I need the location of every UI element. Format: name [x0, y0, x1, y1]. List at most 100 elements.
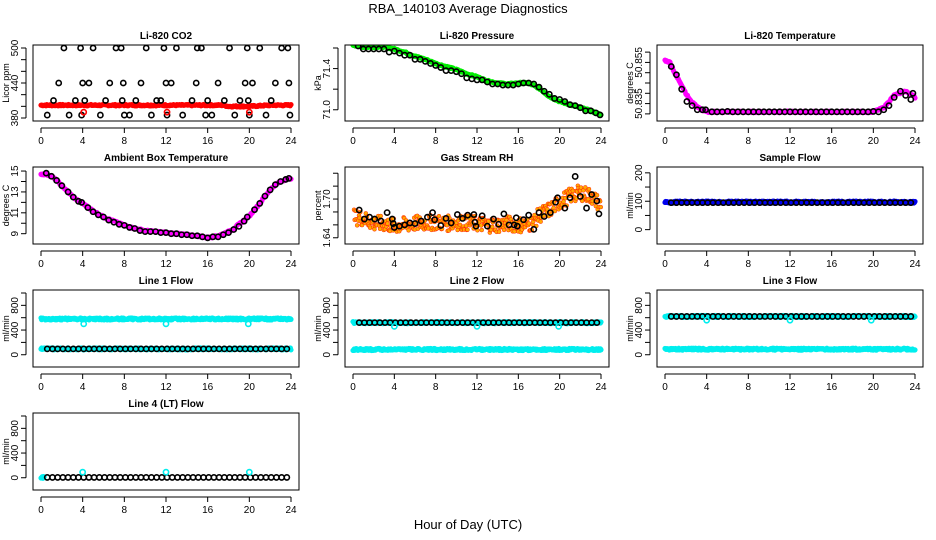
y-tick-label: 71.4	[322, 58, 333, 78]
average-point	[530, 225, 538, 233]
x-tick-label: 8	[122, 136, 128, 147]
panel-title: Line 3 Flow	[763, 276, 818, 287]
average-point	[500, 210, 508, 218]
y-tick-label: 11	[10, 207, 21, 218]
average-point	[283, 345, 291, 353]
average-point	[453, 211, 461, 218]
average-point	[554, 194, 561, 202]
plot-area	[662, 198, 918, 207]
average-point	[576, 104, 584, 112]
x-tick-label: 12	[160, 259, 172, 270]
y-tick-label: 9	[10, 230, 21, 236]
average-point	[478, 212, 486, 220]
plot-frame	[656, 166, 924, 245]
average-point	[230, 226, 238, 233]
average-point	[463, 74, 471, 82]
average-point	[907, 96, 915, 103]
x-tick-label: 24	[285, 136, 297, 147]
average-point	[208, 111, 216, 119]
raw-point	[378, 213, 383, 219]
y-axis-label: ml/min	[1, 315, 11, 342]
raw-point	[385, 221, 390, 226]
average-point	[271, 79, 279, 87]
x-tick-label: 0	[350, 259, 356, 270]
x-tick-label: 0	[350, 136, 356, 147]
average-point	[198, 45, 205, 52]
plot-frame	[344, 289, 610, 368]
x-tick-label: 4	[80, 382, 86, 393]
average-point	[423, 213, 431, 221]
average-point	[261, 192, 269, 200]
x-tick-label: 24	[595, 136, 607, 147]
y-tick-label: 380	[10, 109, 21, 126]
average-point	[226, 45, 233, 52]
average-point	[132, 97, 140, 104]
average-point	[470, 211, 478, 218]
average-point	[495, 220, 503, 228]
average-point	[286, 111, 294, 119]
average-point	[561, 98, 569, 105]
average-point	[42, 169, 50, 177]
average-point	[53, 177, 61, 184]
panel-title: Line 2 Flow	[450, 276, 505, 287]
y-axis-label: ml/min	[313, 315, 323, 342]
average-point	[163, 111, 171, 119]
x-tick-label: 20	[554, 382, 566, 393]
average-point	[383, 209, 391, 216]
x-tick-label: 4	[392, 382, 398, 393]
y-axis-label: ml/min	[625, 192, 635, 219]
plot-area	[350, 45, 604, 119]
y-axis-label: kPa	[313, 75, 323, 91]
average-point	[540, 213, 548, 220]
panel-title: Li-820 CO2	[140, 31, 193, 42]
average-point	[214, 79, 222, 87]
average-point	[380, 45, 388, 53]
average-point	[79, 79, 87, 87]
average-point	[417, 217, 425, 225]
x-tick-label: 16	[202, 259, 214, 270]
average-point	[471, 218, 479, 226]
average-point	[282, 175, 290, 183]
average-point	[236, 97, 244, 104]
plot-area	[662, 312, 918, 353]
average-point	[458, 70, 465, 78]
average-point	[64, 188, 72, 196]
panel-title: Sample Flow	[759, 153, 820, 164]
average-point	[153, 97, 161, 104]
average-point	[897, 87, 904, 95]
x-tick-label: 0	[662, 259, 668, 270]
average-point	[459, 215, 466, 222]
average-point	[890, 94, 898, 101]
average-point	[243, 213, 251, 221]
average-point	[43, 111, 51, 119]
panel-title: Gas Stream RH	[441, 153, 514, 164]
x-tick-label: 4	[80, 259, 86, 270]
x-tick-label: 0	[350, 382, 356, 393]
panel-title: Line 1 Flow	[139, 276, 194, 287]
average-point	[530, 80, 538, 88]
average-point	[880, 106, 888, 114]
average-point	[429, 209, 436, 216]
average-point	[266, 186, 274, 194]
x-tick-label: 8	[122, 259, 128, 270]
average-point	[593, 197, 601, 205]
x-tick-label: 12	[160, 382, 172, 393]
plot-area	[38, 169, 294, 242]
average-point	[249, 79, 256, 87]
average-point	[78, 198, 86, 206]
x-tick-label: 12	[471, 136, 483, 147]
highlight-point	[390, 322, 398, 330]
average-point	[251, 206, 258, 214]
y-axis-label: percent	[313, 190, 323, 221]
average-point	[235, 222, 243, 230]
average-point	[702, 106, 710, 114]
x-tick-label: 20	[244, 259, 256, 270]
x-tick-label: 4	[704, 259, 710, 270]
y-tick-label: 440	[10, 74, 21, 91]
x-tick-label: 8	[746, 259, 752, 270]
average-point	[241, 79, 249, 87]
x-tick-label: 20	[244, 382, 256, 393]
average-point	[142, 45, 150, 52]
average-point	[699, 106, 706, 114]
